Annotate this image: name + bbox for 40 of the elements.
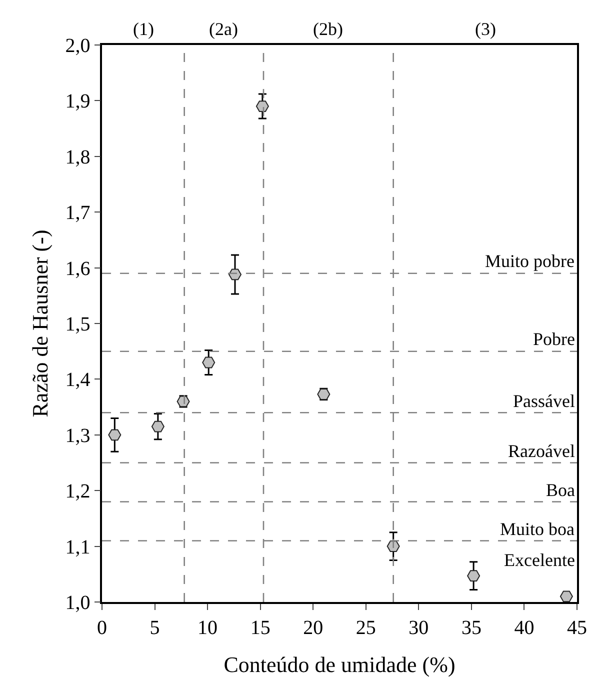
x-tick-label: 35 xyxy=(461,616,482,639)
y-tick-label: 2,0 xyxy=(65,35,90,57)
ref-line-label: Passável xyxy=(513,391,575,411)
y-tick-label: 1,0 xyxy=(65,592,90,614)
x-tick-label: 5 xyxy=(150,616,160,639)
annotation: Excelente xyxy=(504,550,575,570)
x-tick-label: 25 xyxy=(356,616,376,639)
y-tick-label: 1,4 xyxy=(65,369,90,392)
x-tick-label: 0 xyxy=(97,616,107,639)
x-tick-label: 30 xyxy=(408,616,429,639)
ref-line-label: Pobre xyxy=(533,329,576,349)
y-axis-title: Razão de Hausner (-) xyxy=(28,230,52,418)
x-tick-label: 20 xyxy=(303,616,324,639)
point xyxy=(108,429,122,441)
x-tick-label: 45 xyxy=(567,616,587,639)
point xyxy=(256,100,269,112)
x-axis-title: Conteúdo de umidade (%) xyxy=(224,652,456,677)
x-tick-label: 40 xyxy=(514,616,534,639)
y-tick-label: 1,7 xyxy=(65,202,90,224)
y-tick-label: 1,3 xyxy=(65,424,90,447)
ref-line-label: Boa xyxy=(546,480,576,500)
x-tick-label: 10 xyxy=(198,616,218,639)
text: (1) xyxy=(133,19,154,39)
text: (2b) xyxy=(313,19,343,39)
ref-line-label: Muito pobre xyxy=(485,251,574,271)
ref-line-label: Muito boa xyxy=(500,519,575,539)
y-tick-label: 1,2 xyxy=(65,480,90,503)
point xyxy=(151,420,164,432)
x-tick-label: 15 xyxy=(250,616,270,639)
point xyxy=(560,590,573,602)
y-tick-label: 1,9 xyxy=(65,90,90,113)
point xyxy=(202,356,216,368)
point xyxy=(467,570,480,582)
y-tick-label: 1,6 xyxy=(65,258,90,280)
y-tick-label: 1,8 xyxy=(65,146,90,168)
y-tick-label: 1,5 xyxy=(65,314,90,336)
text: (2a) xyxy=(209,19,238,39)
text: (3) xyxy=(475,19,496,39)
y-tick-label: 1,1 xyxy=(65,536,90,558)
ref-line-label: Razoável xyxy=(508,441,575,461)
